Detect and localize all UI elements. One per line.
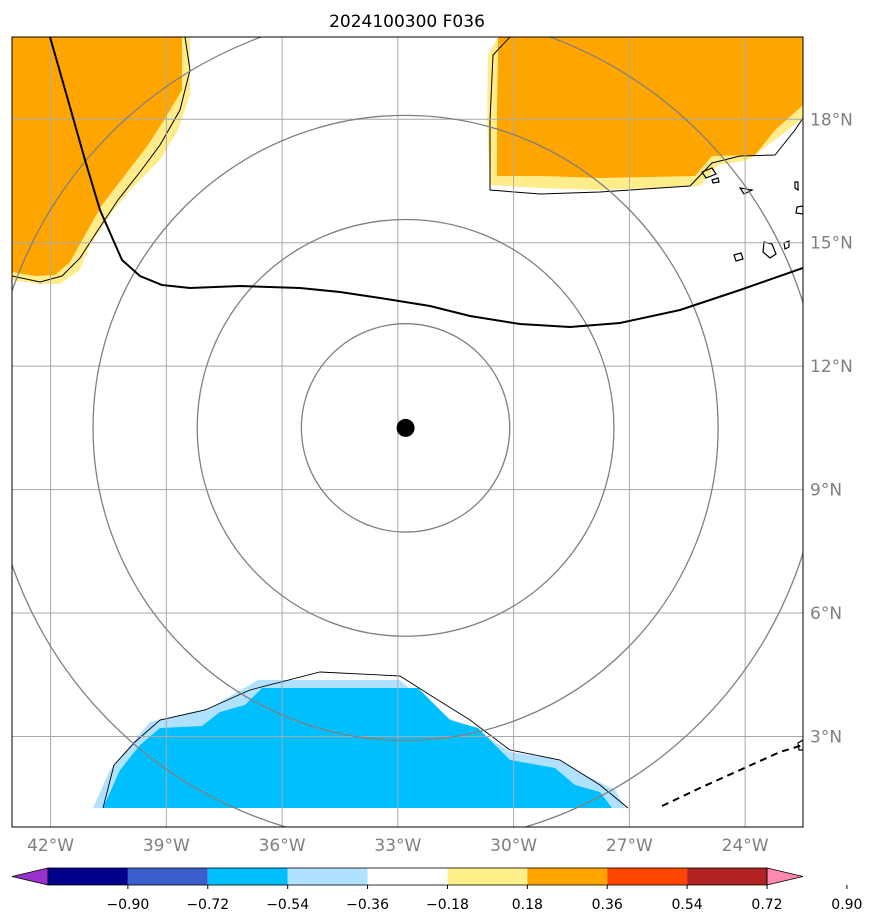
latitude-tick-label: 6°N [810,604,842,624]
longitude-tick-label: 33°W [374,836,421,856]
map-title: 2024100300 F036 [329,12,485,32]
colorbar-tick-label: −0.18 [426,897,469,913]
latitude-tick-label: 3°N [810,727,842,747]
latitude-tick-label: 12°N [810,357,853,377]
longitude-tick-label: 24°W [722,836,769,856]
longitude-tick-label: 42°W [27,836,74,856]
longitude-tick-label: 36°W [259,836,306,856]
coastline-south [102,671,629,809]
anomaly-region-south-cyan [103,688,612,808]
colorbar-tick-label: −0.72 [186,897,229,913]
colorbar-tick-label: 0.36 [592,897,623,913]
islands [701,167,803,751]
colorbar-tick-label: 0.18 [512,897,543,913]
colorbar-outline [47,867,768,886]
plot-frame [11,36,804,828]
anomaly-region-northeast-orange [497,37,803,178]
colorbar-swatch [447,868,528,885]
coastline-northeast [489,37,803,195]
colorbar-swatch [607,868,688,885]
longitude-tick-label: 27°W [606,836,653,856]
colorbar-swatch [367,868,448,885]
axis-labels: 42°W 39°W 36°W 33°W 30°W 27°W 24°W 3°N 6°N 9°N 12°… [27,110,853,856]
colorbar-tick-label: 0.54 [672,897,703,913]
range-ring [300,323,511,533]
colorbar-extend-low [11,867,49,886]
latitude-tick-label: 9°N [810,481,842,501]
colorbar-swatch [287,868,368,885]
colorbar-tick-label: 0.90 [831,897,862,913]
colorbar: −0.90 −0.72 −0.54 −0.36 −0.18 0.18 0.36 0.54 0.7… [11,867,862,913]
range-ring [92,114,719,742]
range-rings [12,37,803,827]
latitude-tick-label: 15°N [810,234,853,254]
contour-line-dashed [661,744,803,807]
colorbar-tick-label: −0.36 [346,897,389,913]
longitude-tick-label: 30°W [490,836,537,856]
colorbar-tick-label: −0.54 [266,897,309,913]
contour-line-solid [49,37,803,329]
graticule [12,37,803,827]
storm-center-marker [396,418,415,437]
range-ring [196,218,615,637]
colorbar-swatch [207,868,288,885]
plot-area [12,37,803,827]
colorbar-swatch [687,868,767,885]
anomaly-region-northwest-orange [12,37,182,276]
colorbar-extend-high [766,867,804,886]
coastline-northwest [12,37,191,283]
longitude-tick-label: 39°W [143,836,190,856]
colorbar-swatch [527,868,608,885]
latitude-tick-label: 18°N [810,110,853,130]
colorbar-swatch [127,868,208,885]
colorbar-swatch [48,868,128,885]
colorbar-tick-label: 0.72 [751,897,782,913]
colorbar-tick-label: −0.90 [106,897,149,913]
